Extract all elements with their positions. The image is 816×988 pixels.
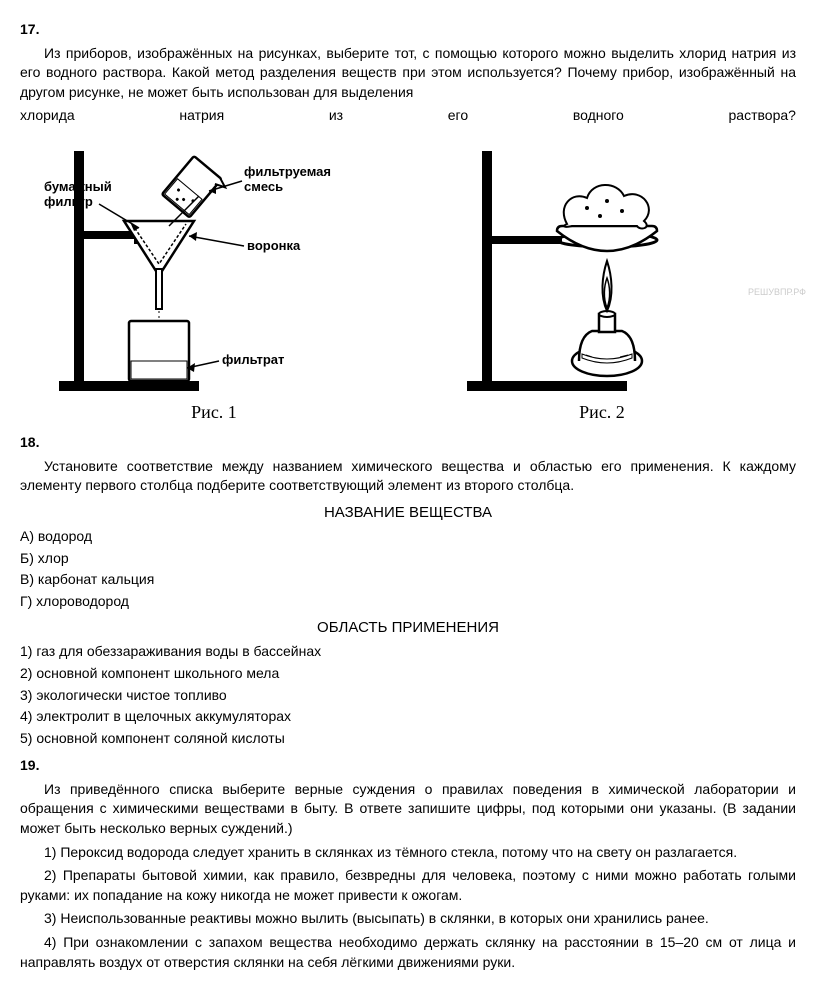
use-4: 4) электролит в щелочных аккумуляторах [20,707,796,727]
jw5: водного [573,106,624,126]
task18-number: 18. [20,433,796,453]
task19-s2: 2) Препараты бытовой химии, как правило,… [20,866,796,905]
watermark: РЕШУВПР.РФ [748,286,806,299]
task18-heading-uses: ОБЛАСТЬ ПРИМЕНЕНИЯ [20,617,796,638]
jw2: натрия [179,106,224,126]
fig1-svg: фильтруемая смесь бумажный фильтр воронк… [44,136,384,396]
task18-heading-substance: НАЗВАНИЕ ВЕЩЕСТВА [20,502,796,523]
fig1-label-filter: бумажный [44,179,112,194]
fig1-caption: Рис. 1 [44,400,384,425]
sub-b: Б) хлор [20,549,796,569]
task17-number: 17. [20,20,796,40]
task17-justified-last-line: хлорида натрия из его водного раствора? [20,106,796,126]
fig1-label-filter2: фильтр [44,194,93,209]
use-1: 1) газ для обеззараживания воды в бассей… [20,642,796,662]
sub-d: Г) хлороводород [20,592,796,612]
fig2-caption: Рис. 2 [432,400,772,425]
fig1-label-filtrate: фильтрат [222,352,284,367]
task17-text: Из приборов, изображённых на рисунках, в… [20,44,796,103]
sub-c: В) карбонат кальция [20,570,796,590]
jw3: из [329,106,343,126]
task19-s4: 4) При ознакомлении с запахом вещества н… [20,933,796,972]
jw1: хлорида [20,106,75,126]
figure-2: Рис. 2 [432,136,772,425]
use-5: 5) основной компонент соляной кислоты [20,729,796,749]
task19-s3: 3) Неиспользованные реактивы можно вылит… [20,909,796,929]
jw4: его [448,106,468,126]
use-3: 3) экологически чистое топливо [20,686,796,706]
task19-text: Из приведённого списка выберите верные с… [20,780,796,839]
fig1-label-mix: фильтруемая [244,164,331,179]
task19-number: 19. [20,756,796,776]
figure-1: фильтруемая смесь бумажный фильтр воронк… [44,136,384,425]
task19-s1: 1) Пероксид водорода следует хранить в с… [20,843,796,863]
fig1-label-mix2: смесь [244,179,283,194]
figures-container: РЕШУВПР.РФ [20,136,796,425]
task18-text: Установите соответствие между названием … [20,457,796,496]
fig1-label-funnel: воронка [247,238,301,253]
sub-a: А) водород [20,527,796,547]
use-2: 2) основной компонент школьного мела [20,664,796,684]
fig2-svg [452,136,752,396]
jw6: раствора? [729,106,796,126]
